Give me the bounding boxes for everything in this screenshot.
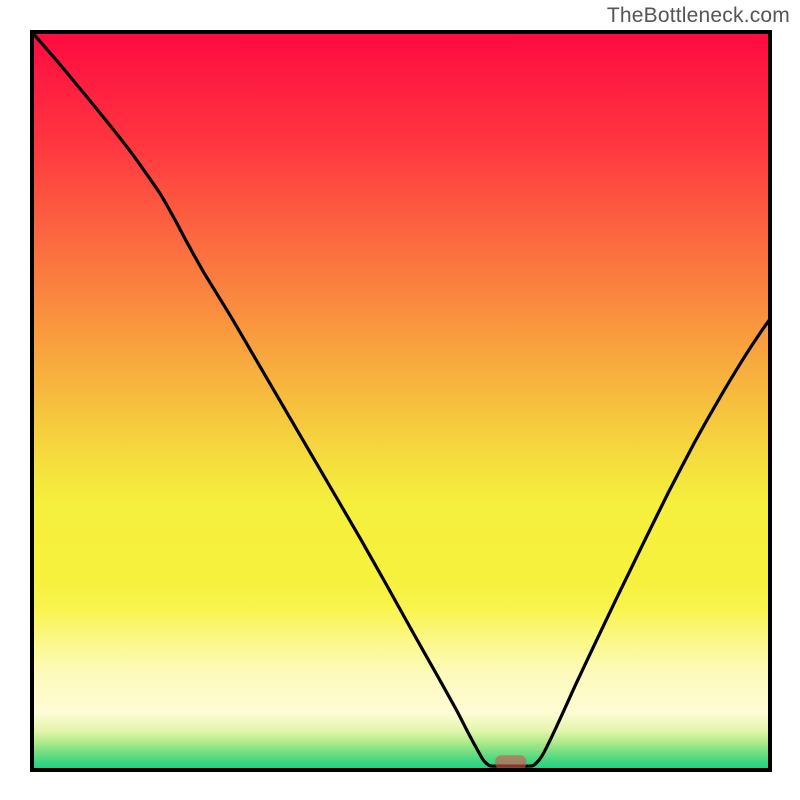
recommendation-marker [495, 755, 526, 769]
chart-background [30, 30, 772, 772]
bottleneck-chart: TheBottleneck.com [0, 0, 800, 800]
watermark-text: TheBottleneck.com [607, 4, 790, 28]
chart-svg [0, 0, 800, 800]
